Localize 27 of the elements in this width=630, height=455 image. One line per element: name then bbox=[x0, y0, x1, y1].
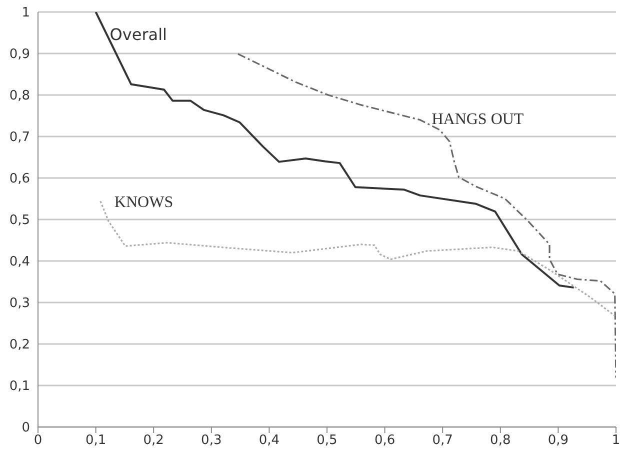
series-label: HANGS OUT bbox=[432, 110, 524, 128]
y-tick-label: 0,8 bbox=[9, 88, 30, 104]
x-tick-label: 0,1 bbox=[85, 433, 106, 448]
x-tick-label: 0 bbox=[34, 433, 42, 448]
x-tick-label: 0,5 bbox=[316, 433, 338, 448]
x-tick-label: 0,3 bbox=[201, 433, 222, 448]
series-label: KNOWS bbox=[114, 194, 174, 212]
x-tick-label: 0,7 bbox=[432, 433, 453, 448]
y-tick-label: 0,6 bbox=[9, 172, 30, 187]
y-tick-label: 0 bbox=[22, 420, 30, 436]
y-tick-label: 0,7 bbox=[9, 130, 30, 146]
y-tick-label: 0,2 bbox=[9, 338, 30, 353]
y-tick-label: 0,4 bbox=[9, 254, 30, 270]
series-label: Overall bbox=[110, 25, 167, 44]
x-tick-label: 0,2 bbox=[143, 433, 164, 448]
y-tick-label: 0,9 bbox=[9, 47, 30, 62]
y-tick-label: 0,5 bbox=[9, 213, 30, 228]
x-tick-label: 1 bbox=[612, 433, 620, 448]
y-tick-label: 0,1 bbox=[9, 379, 30, 394]
x-tick-label: 0,6 bbox=[374, 433, 396, 448]
line-series bbox=[237, 53, 616, 378]
x-tick-label: 0,4 bbox=[258, 433, 280, 448]
y-tick-label: 0,3 bbox=[9, 296, 30, 312]
y-tick-label: 1 bbox=[22, 6, 30, 21]
x-tick-label: 0,9 bbox=[548, 433, 569, 448]
x-tick-label: 0,8 bbox=[490, 433, 511, 448]
line-series bbox=[94, 12, 575, 289]
